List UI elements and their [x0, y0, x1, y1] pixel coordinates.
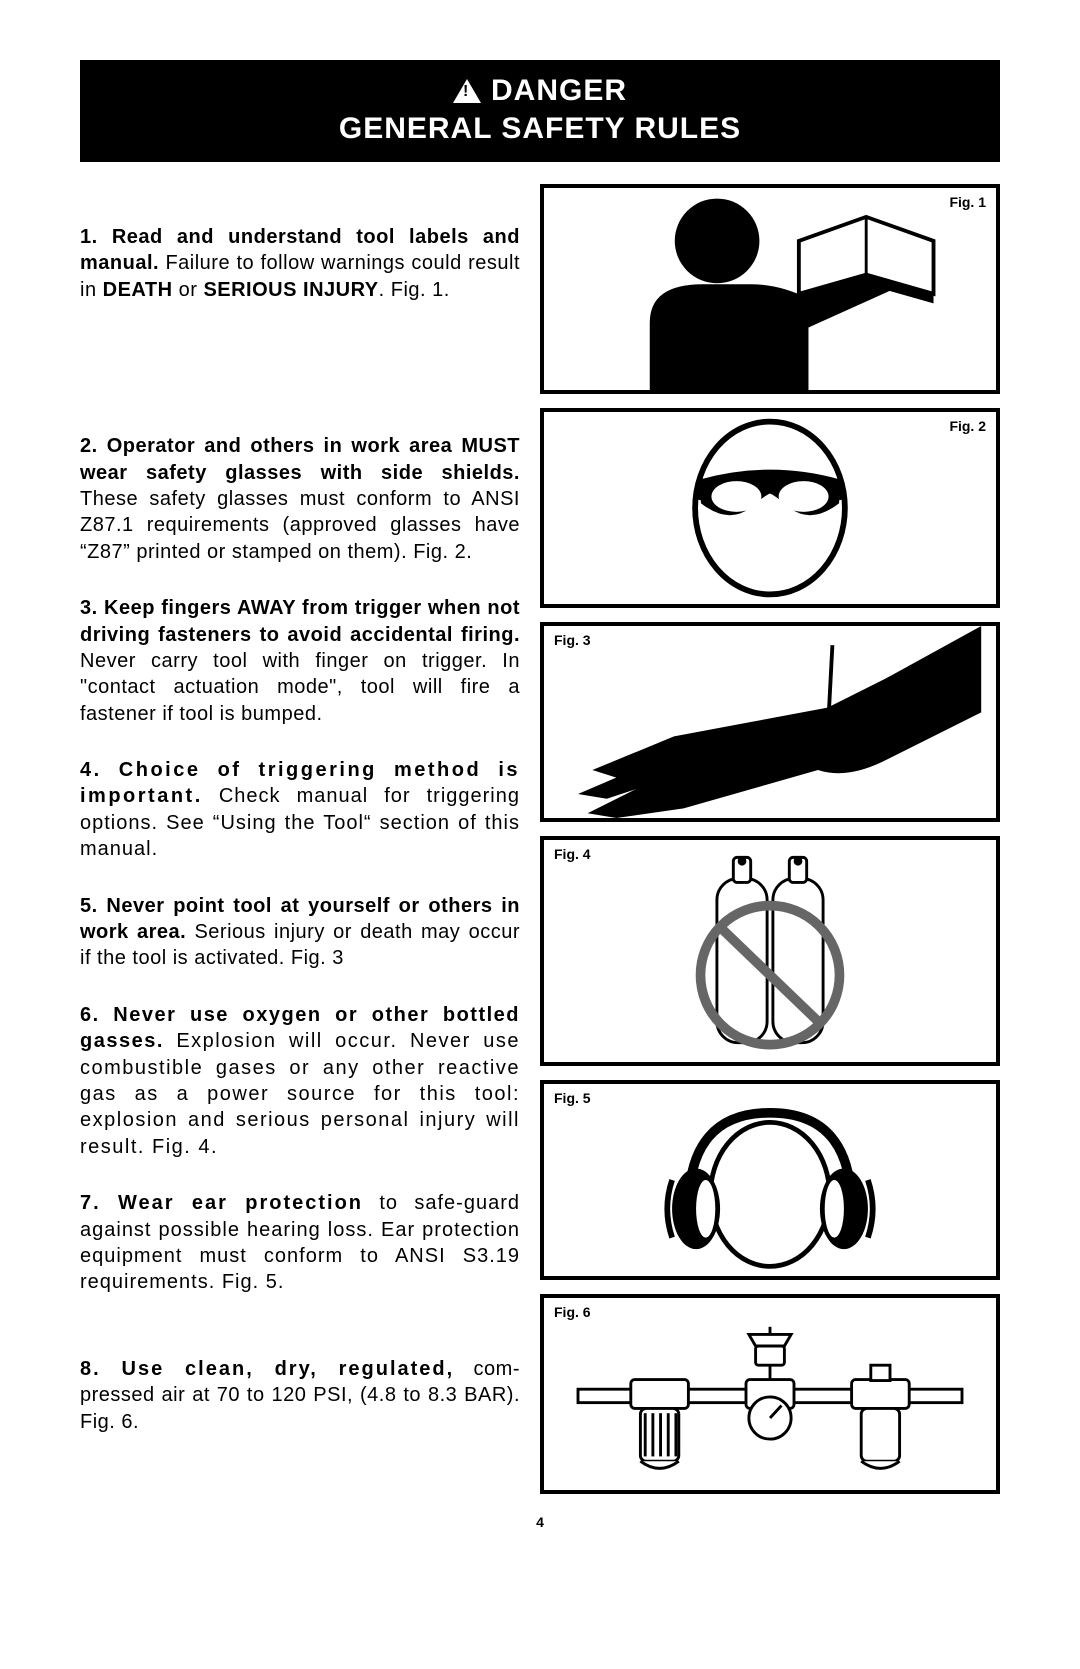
- fig1-label: Fig. 1: [949, 194, 986, 210]
- rule-2-bold: 2. Operator and others in work area MUST…: [80, 435, 520, 483]
- rule-2: 2. Operator and others in work area MUST…: [80, 433, 520, 565]
- figure-1: Fig. 1: [540, 184, 1000, 394]
- rule-7: 7. Wear ear protection to safe-guard aga…: [80, 1190, 520, 1296]
- rule-1-bold3: SERIOUS INJURY: [203, 279, 378, 301]
- rule-3-bold: 3. Keep fingers AWAY from trigger when n…: [80, 597, 520, 645]
- safety-glasses-icon: [544, 412, 996, 604]
- fig5-label: Fig. 5: [554, 1090, 591, 1106]
- page-number: 4: [80, 1514, 1000, 1530]
- figure-6: Fig. 6: [540, 1294, 1000, 1494]
- rule-7-bold: 7. Wear ear protection: [80, 1192, 363, 1214]
- fig6-label: Fig. 6: [554, 1304, 591, 1320]
- content-row: 1. Read and understand tool labels and m…: [80, 184, 1000, 1494]
- rule-4: 4. Choice of triggering method is import…: [80, 757, 520, 863]
- danger-text: DANGER: [491, 74, 627, 108]
- rule-5: 5. Never point tool at yourself or other…: [80, 893, 520, 972]
- danger-header: DANGER GENERAL SAFETY RULES: [80, 60, 1000, 162]
- rule-8-bold: 8. Use clean, dry, regulated,: [80, 1358, 454, 1380]
- no-bottled-gas-icon: [544, 840, 996, 1062]
- header-subtitle: GENERAL SAFETY RULES: [80, 112, 1000, 146]
- rule-1-bold2: DEATH: [103, 279, 173, 301]
- warning-triangle-icon: [453, 79, 481, 103]
- danger-line1: DANGER: [80, 74, 1000, 108]
- rule-2-text: These safety glasses must conform to ANS…: [80, 488, 520, 563]
- fig2-label: Fig. 2: [949, 418, 986, 434]
- rule-1-mid: or: [173, 279, 204, 301]
- rule-6: 6. Never use oxygen or other bottled gas…: [80, 1002, 520, 1160]
- rules-column: 1. Read and understand tool labels and m…: [80, 184, 520, 1494]
- figure-5: Fig. 5: [540, 1080, 1000, 1280]
- fig4-label: Fig. 4: [554, 846, 591, 862]
- rule-3: 3. Keep fingers AWAY from trigger when n…: [80, 595, 520, 727]
- ear-protection-icon: [544, 1084, 996, 1276]
- rule-3-text: Never carry tool with finger on trigger.…: [80, 650, 520, 725]
- hand-injury-icon: [544, 626, 996, 818]
- rule-8: 8. Use clean, dry, regulated, com-presse…: [80, 1356, 520, 1435]
- rule-1: 1. Read and understand tool labels and m…: [80, 224, 520, 303]
- read-manual-icon: [544, 188, 996, 390]
- fig3-label: Fig. 3: [554, 632, 591, 648]
- figure-4: Fig. 4: [540, 836, 1000, 1066]
- air-regulator-icon: [544, 1298, 996, 1490]
- figure-3: Fig. 3: [540, 622, 1000, 822]
- rule-1-end: . Fig. 1.: [379, 279, 450, 301]
- figure-2: Fig. 2: [540, 408, 1000, 608]
- figures-column: Fig. 1 Fig. 2 Fig. 3: [540, 184, 1000, 1494]
